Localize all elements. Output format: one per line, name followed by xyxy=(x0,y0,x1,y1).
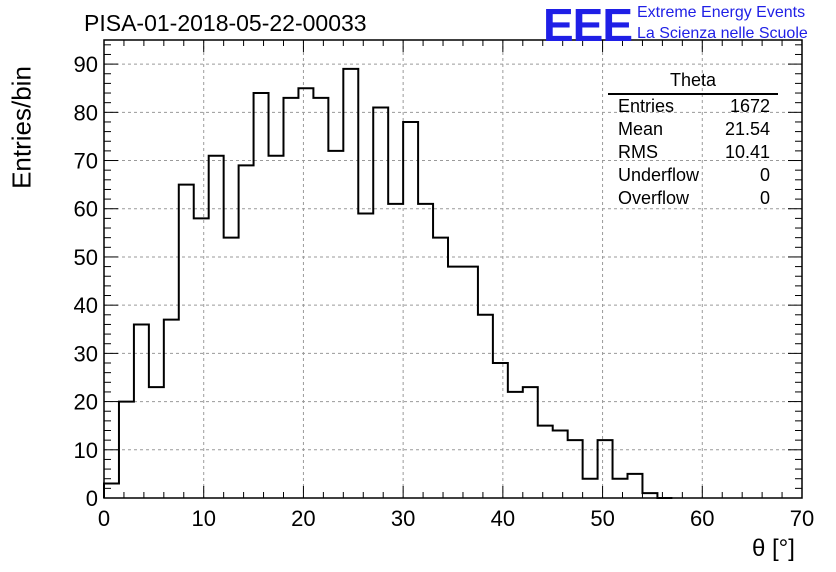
histogram-bin xyxy=(239,165,254,498)
histogram-bin xyxy=(613,479,628,498)
histogram-bin xyxy=(283,98,298,498)
y-tick-label: 60 xyxy=(74,197,98,222)
histogram-bin xyxy=(328,151,343,498)
x-tick-label: 10 xyxy=(191,506,215,531)
histogram-bin xyxy=(388,204,403,498)
stats-box: Theta Entries 1672 Mean 21.54 RMS 10.41 … xyxy=(608,70,778,210)
y-tick-label: 70 xyxy=(74,149,98,174)
axes-frame xyxy=(103,39,803,499)
x-tick-label: 60 xyxy=(690,506,714,531)
histogram-bin xyxy=(553,431,568,498)
histogram-bin xyxy=(568,440,583,498)
histogram-bin xyxy=(493,363,508,498)
histogram-bin xyxy=(358,214,373,498)
stats-value: 10.41 xyxy=(724,142,770,162)
histogram-bin xyxy=(538,426,553,498)
stats-value: 21.54 xyxy=(724,119,770,139)
stats-title: Theta xyxy=(608,70,778,95)
x-tick-label: 40 xyxy=(491,506,515,531)
x-tick-label: 30 xyxy=(391,506,415,531)
histogram-bin xyxy=(343,69,358,498)
stats-label: Underflow xyxy=(618,165,700,185)
histogram-bin xyxy=(523,387,538,498)
stats-value: 1672 xyxy=(729,96,770,116)
y-tick-label: 0 xyxy=(86,486,98,511)
histogram-bin xyxy=(179,185,194,498)
tick-labels: 0 10 20 30 40 50 60 70 0 10 20 30 40 50 60 70 80 90 xyxy=(74,52,815,531)
stats-row: Entries 1672 xyxy=(608,95,778,118)
histogram-bin xyxy=(448,267,463,498)
histogram-bin xyxy=(194,218,209,498)
histogram-bin xyxy=(149,387,164,498)
histogram-bin xyxy=(119,402,134,498)
y-tick-label: 90 xyxy=(74,52,98,77)
histogram-bin xyxy=(373,107,388,498)
x-tick-label: 70 xyxy=(790,506,814,531)
y-tick-label: 40 xyxy=(74,293,98,318)
eee-logo: EEE xyxy=(543,0,633,51)
stats-row: Mean 21.54 xyxy=(608,118,778,141)
histogram-bin xyxy=(313,98,328,498)
x-axis-label: θ [°] xyxy=(752,535,795,562)
histogram-bin xyxy=(433,238,448,498)
histogram-bin xyxy=(269,156,284,498)
histogram-bin xyxy=(628,474,643,498)
stats-value: 0 xyxy=(759,165,770,185)
histogram-bin xyxy=(478,315,493,498)
stats-row: RMS 10.41 xyxy=(608,141,778,164)
histogram-bin xyxy=(224,238,239,498)
histogram-bin xyxy=(298,88,313,498)
y-tick-label: 30 xyxy=(74,341,98,366)
y-tick-label: 80 xyxy=(74,100,98,125)
histogram-bin xyxy=(508,392,523,498)
x-tick-label: 20 xyxy=(291,506,315,531)
histogram-bin xyxy=(598,440,613,498)
histogram-bin xyxy=(583,479,598,498)
x-tick-label: 50 xyxy=(590,506,614,531)
stats-label: Entries xyxy=(618,96,675,116)
axis-ticks xyxy=(103,40,803,499)
y-tick-label: 50 xyxy=(74,245,98,270)
stats-label: Overflow xyxy=(618,188,690,208)
y-axis-label-text: Entries/bin xyxy=(6,66,37,189)
histogram-bin xyxy=(164,320,179,498)
logo-line-1: Extreme Energy Events xyxy=(637,4,806,21)
y-tick-label: 20 xyxy=(74,390,98,415)
stats-label: RMS xyxy=(618,142,658,162)
histogram-bin xyxy=(403,122,418,498)
stats-value: 0 xyxy=(759,188,770,208)
grid-lines xyxy=(104,40,802,498)
stats-row: Overflow 0 xyxy=(608,187,778,210)
histogram-bin xyxy=(254,93,269,498)
histogram-bin xyxy=(463,267,478,498)
histogram-bin xyxy=(418,204,433,498)
stats-label: Mean xyxy=(618,119,664,139)
logo-line-2: La Scienza nelle Scuole xyxy=(637,25,808,42)
plot-frame xyxy=(103,39,803,499)
y-tick-label: 10 xyxy=(74,438,98,463)
chart-title: PISA-01-2018-05-22-00033 xyxy=(84,10,367,36)
histogram-bin xyxy=(134,324,149,498)
histogram-outline xyxy=(103,67,673,499)
stats-row: Underflow 0 xyxy=(608,164,778,187)
histogram-series xyxy=(103,67,673,499)
histogram-bin xyxy=(209,156,224,498)
x-tick-label: 0 xyxy=(98,506,110,531)
histogram-bin xyxy=(104,484,119,498)
